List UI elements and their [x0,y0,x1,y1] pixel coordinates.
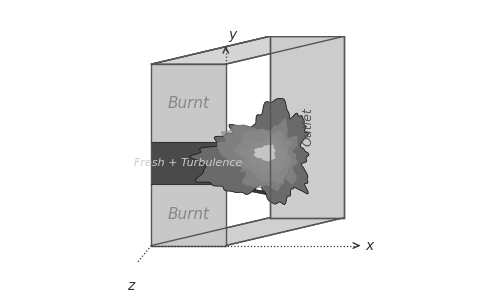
Text: Fresh + Turbulence: Fresh + Turbulence [134,158,243,168]
Polygon shape [270,36,345,218]
Text: Outlet: Outlet [302,108,315,146]
Polygon shape [190,98,309,204]
Polygon shape [226,131,268,142]
Polygon shape [250,140,285,169]
Text: z: z [127,279,134,293]
Polygon shape [151,218,345,246]
Text: Burnt: Burnt [168,207,209,222]
Polygon shape [151,184,226,246]
Polygon shape [151,142,226,184]
Text: y: y [228,28,236,42]
Polygon shape [226,184,268,195]
Polygon shape [254,145,275,162]
Polygon shape [217,118,298,191]
Polygon shape [151,64,226,142]
Text: Burnt: Burnt [168,96,209,111]
Polygon shape [240,134,288,175]
Polygon shape [151,36,345,64]
Text: x: x [365,239,374,252]
Polygon shape [234,129,292,183]
